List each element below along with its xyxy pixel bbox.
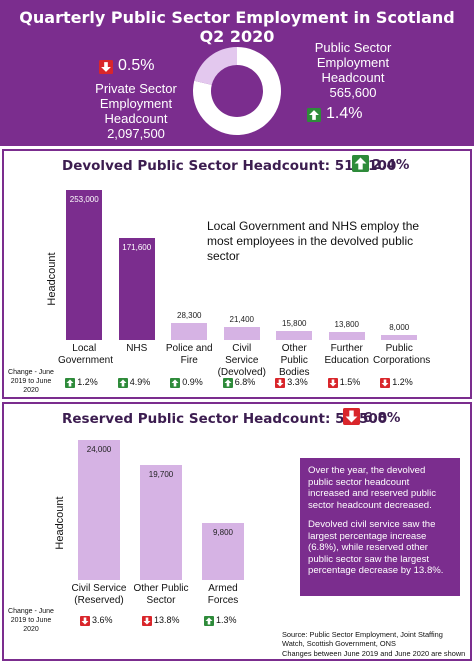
change-arrow (170, 378, 181, 388)
change-label: 6.8% (234, 377, 256, 387)
category-label: Public Corporations (373, 343, 431, 366)
section-title: Reserved Public Sector Headcount: 53,500 (62, 411, 388, 427)
change-arrow (222, 378, 233, 388)
change-arrow (99, 60, 113, 74)
category-label: Public Sector Employment Headcount (314, 40, 392, 85)
change-label: 13.8% (154, 615, 180, 625)
category-label: Other Public Sector (133, 583, 189, 606)
value-label: 28,300 (177, 311, 202, 321)
bar (140, 464, 182, 580)
change-label: 4.9% (129, 377, 151, 387)
category-label: Police and Fire (165, 343, 213, 366)
change-arrow (65, 378, 76, 388)
change-title: Change - June 2019 to June 2020 (8, 608, 54, 633)
bar (223, 327, 260, 340)
note: Devolved civil service saw the largest p… (308, 519, 444, 576)
value-label: 565,600 (329, 85, 377, 100)
donut-slice (193, 47, 281, 135)
category-label: Other Public Bodies (278, 343, 310, 378)
value-label: 171,600 (122, 243, 152, 253)
arrow (354, 157, 367, 170)
y-axis-label: Headcount (46, 252, 58, 306)
chart-subtitle: Q2 2020 (199, 27, 275, 46)
category-label: Local Government (58, 343, 114, 366)
change-arrow (307, 108, 321, 122)
change-arrow (352, 155, 369, 172)
arrow (171, 379, 179, 387)
reserved-panel (2, 402, 472, 661)
change-arrow (80, 616, 90, 626)
change-label: 3.6% (92, 615, 113, 625)
category-label: Private Sector Employment Headcount (95, 81, 177, 126)
change-label: 1.4% (326, 105, 363, 122)
category-label: Armed Forces (207, 583, 239, 606)
bar (78, 439, 120, 580)
change-label: 1.5% (339, 377, 361, 387)
category-label: Civil Service (Devolved) (217, 343, 266, 378)
bar (328, 331, 365, 340)
value-label: 24,000 (86, 444, 112, 454)
category-label: Further Education (324, 343, 369, 366)
source: Source: Public Sector Employment, Joint … (282, 630, 443, 648)
change-arrow (117, 378, 128, 388)
section-change: 2.4% (372, 157, 410, 173)
bar (381, 335, 418, 340)
value-label: 2,097,500 (107, 126, 165, 141)
bar (118, 238, 155, 340)
arrow (119, 379, 127, 387)
change-label: 0.9% (182, 377, 203, 387)
value-label: 21,400 (229, 315, 254, 325)
arrow (101, 62, 111, 72)
value-label: 19,700 (148, 469, 174, 479)
value-label: 253,000 (69, 195, 99, 205)
change-label: 3.3% (287, 377, 308, 387)
value-label: 13,800 (334, 319, 359, 329)
change-arrow (327, 378, 338, 388)
donut (193, 47, 281, 135)
arrow (205, 617, 213, 625)
bar (66, 190, 103, 340)
bar (171, 323, 208, 340)
change-arrow (380, 378, 391, 388)
chart-title: Quarterly Public Sector Employment in Sc… (19, 8, 455, 27)
value-label: 9,800 (212, 527, 234, 537)
change-label: 1.3% (216, 615, 237, 625)
arrow (381, 379, 389, 387)
arrow (66, 379, 74, 387)
change-arrow (343, 408, 360, 425)
y-axis-label: Headcount (54, 496, 66, 550)
change-arrow (204, 616, 214, 626)
change-label: 1.2% (392, 377, 413, 387)
category-label: NHS (126, 343, 148, 354)
annotation: Local Government and NHS employ the most… (207, 219, 420, 263)
source-note: Changes between June 2019 and June 2020 … (282, 649, 466, 658)
arrow (276, 379, 284, 387)
arrow (329, 379, 337, 387)
bar (202, 522, 244, 580)
bar (276, 330, 313, 340)
change-arrow (142, 616, 152, 626)
section-title: Devolved Public Sector Headcount: 512,10… (62, 158, 397, 174)
change-label: 1.2% (77, 377, 98, 387)
arrow (143, 617, 151, 625)
value-label: 8,000 (389, 323, 410, 333)
category-label: Civil Service (Reserved) (71, 583, 127, 606)
arrow (345, 410, 358, 423)
change-label: 0.5% (118, 57, 155, 74)
section-change: 6.8% (363, 410, 401, 426)
donut-slice (194, 47, 237, 85)
arrow (81, 617, 89, 625)
arrow (224, 379, 232, 387)
devolved-panel (2, 149, 472, 399)
note: Over the year, the devolved public secto… (308, 465, 436, 511)
value-label: 15,800 (282, 318, 307, 328)
notes-box: Over the year, the devolved public secto… (300, 458, 460, 596)
change-arrow (275, 378, 286, 388)
change-title: Change - June 2019 to June 2020 (8, 369, 54, 394)
